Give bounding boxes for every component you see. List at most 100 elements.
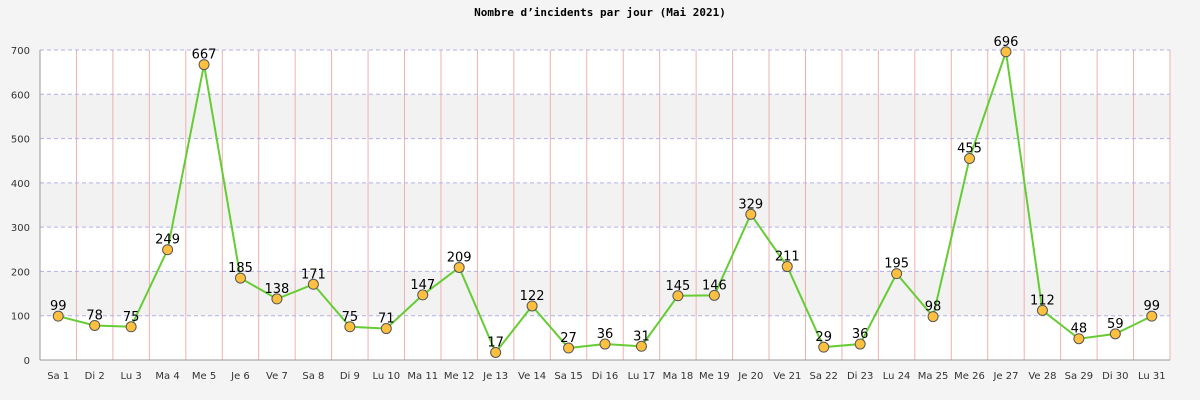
- data-point: [1073, 333, 1085, 345]
- x-tick-label: Di 16: [592, 371, 618, 382]
- y-tick-label: 700: [11, 46, 30, 57]
- data-point: [52, 310, 64, 322]
- x-tick-label: Ma 25: [918, 371, 949, 382]
- x-tick-label: Di 30: [1102, 371, 1128, 382]
- x-tick-label: Me 12: [444, 371, 475, 382]
- x-tick-label: Je 27: [992, 371, 1018, 382]
- data-label: 27: [560, 331, 577, 346]
- x-tick-label: Lu 24: [883, 371, 911, 382]
- chart-title: Nombre d’incidents par jour (Mai 2021): [474, 6, 726, 19]
- data-label: 99: [50, 299, 67, 314]
- x-tick-label: Lu 3: [120, 371, 141, 382]
- data-point: [672, 290, 684, 302]
- x-tick-label: Sa 8: [302, 371, 324, 382]
- data-point: [307, 278, 319, 290]
- y-tick-label: 500: [11, 135, 30, 146]
- y-tick-label: 400: [11, 179, 30, 190]
- data-label: 98: [925, 300, 942, 315]
- grid-band: [40, 94, 1170, 139]
- x-tick-label: Lu 17: [628, 371, 656, 382]
- x-tick-label: Sa 22: [810, 371, 838, 382]
- data-label: 329: [738, 197, 763, 212]
- data-point: [563, 342, 575, 354]
- data-label: 145: [665, 279, 690, 294]
- x-tick-label: Ve 7: [266, 371, 288, 382]
- x-tick-label: Sa 29: [1065, 371, 1093, 382]
- data-point: [745, 208, 757, 220]
- data-point: [964, 153, 976, 164]
- x-tick-label: Ma 4: [155, 371, 179, 382]
- data-point: [162, 244, 174, 256]
- y-tick-label: 300: [11, 223, 30, 234]
- x-tick-label: Me 26: [954, 371, 985, 382]
- data-label: 75: [123, 310, 140, 325]
- x-tick-label: Ve 14: [518, 371, 546, 382]
- data-label: 59: [1107, 317, 1124, 332]
- data-label: 185: [228, 261, 253, 276]
- grid-band: [40, 182, 1170, 228]
- data-label: 29: [815, 330, 832, 345]
- x-tick-label: Me 19: [699, 371, 730, 382]
- data-point: [380, 323, 392, 335]
- data-point: [198, 59, 210, 71]
- data-label: 36: [597, 327, 614, 342]
- data-label: 75: [342, 310, 359, 325]
- data-point: [453, 261, 465, 273]
- data-label: 455: [957, 142, 982, 157]
- data-point: [1036, 304, 1048, 316]
- data-label: 122: [520, 289, 545, 304]
- x-tick-label: Ma 11: [407, 371, 438, 382]
- x-tick-label: Lu 10: [372, 371, 400, 382]
- x-tick-label: Je 20: [737, 371, 763, 382]
- data-label: 146: [702, 278, 727, 293]
- y-tick-label: 0: [24, 356, 30, 367]
- data-label: 31: [633, 329, 650, 344]
- x-tick-label: Ve 28: [1028, 371, 1056, 382]
- data-label: 195: [884, 257, 909, 272]
- data-point: [1146, 310, 1158, 322]
- y-tick-label: 200: [11, 267, 30, 278]
- x-tick-label: Me 5: [192, 371, 216, 382]
- x-tick-label: Di 2: [85, 371, 105, 382]
- data-point: [526, 300, 538, 312]
- data-point: [781, 261, 793, 273]
- data-point: [234, 272, 246, 284]
- x-tick-label: Ma 18: [663, 371, 694, 382]
- data-label: 211: [775, 250, 800, 265]
- data-point: [1109, 328, 1121, 340]
- data-label: 71: [378, 312, 395, 327]
- x-tick-label: Lu 31: [1138, 371, 1166, 382]
- data-label: 48: [1071, 322, 1088, 337]
- data-point: [927, 311, 939, 323]
- grid-band: [40, 271, 1170, 316]
- data-point: [854, 338, 866, 350]
- x-tick-label: Sa 15: [554, 371, 582, 382]
- data-label: 78: [86, 308, 103, 323]
- data-point: [417, 289, 429, 301]
- data-point: [1000, 46, 1012, 58]
- data-label: 112: [1030, 293, 1055, 308]
- data-label: 17: [487, 335, 504, 350]
- data-label: 171: [301, 267, 326, 282]
- data-label: 249: [155, 233, 180, 248]
- data-point: [891, 268, 903, 280]
- y-tick-label: 600: [11, 90, 30, 101]
- data-label: 138: [265, 282, 290, 297]
- y-tick-label: 100: [11, 312, 30, 323]
- x-tick-label: Sa 1: [47, 371, 69, 382]
- data-label: 667: [192, 48, 217, 63]
- data-label: 209: [447, 250, 472, 265]
- x-tick-label: Di 9: [340, 371, 360, 382]
- data-point: [271, 293, 283, 305]
- data-point: [490, 346, 502, 358]
- x-tick-label: Je 6: [230, 371, 250, 382]
- x-tick-label: Je 13: [482, 371, 508, 382]
- data-point: [635, 340, 647, 352]
- data-point: [708, 289, 720, 301]
- x-tick-label: Di 23: [847, 371, 873, 382]
- data-label: 99: [1144, 299, 1161, 314]
- data-point: [344, 321, 356, 333]
- data-point: [818, 341, 830, 353]
